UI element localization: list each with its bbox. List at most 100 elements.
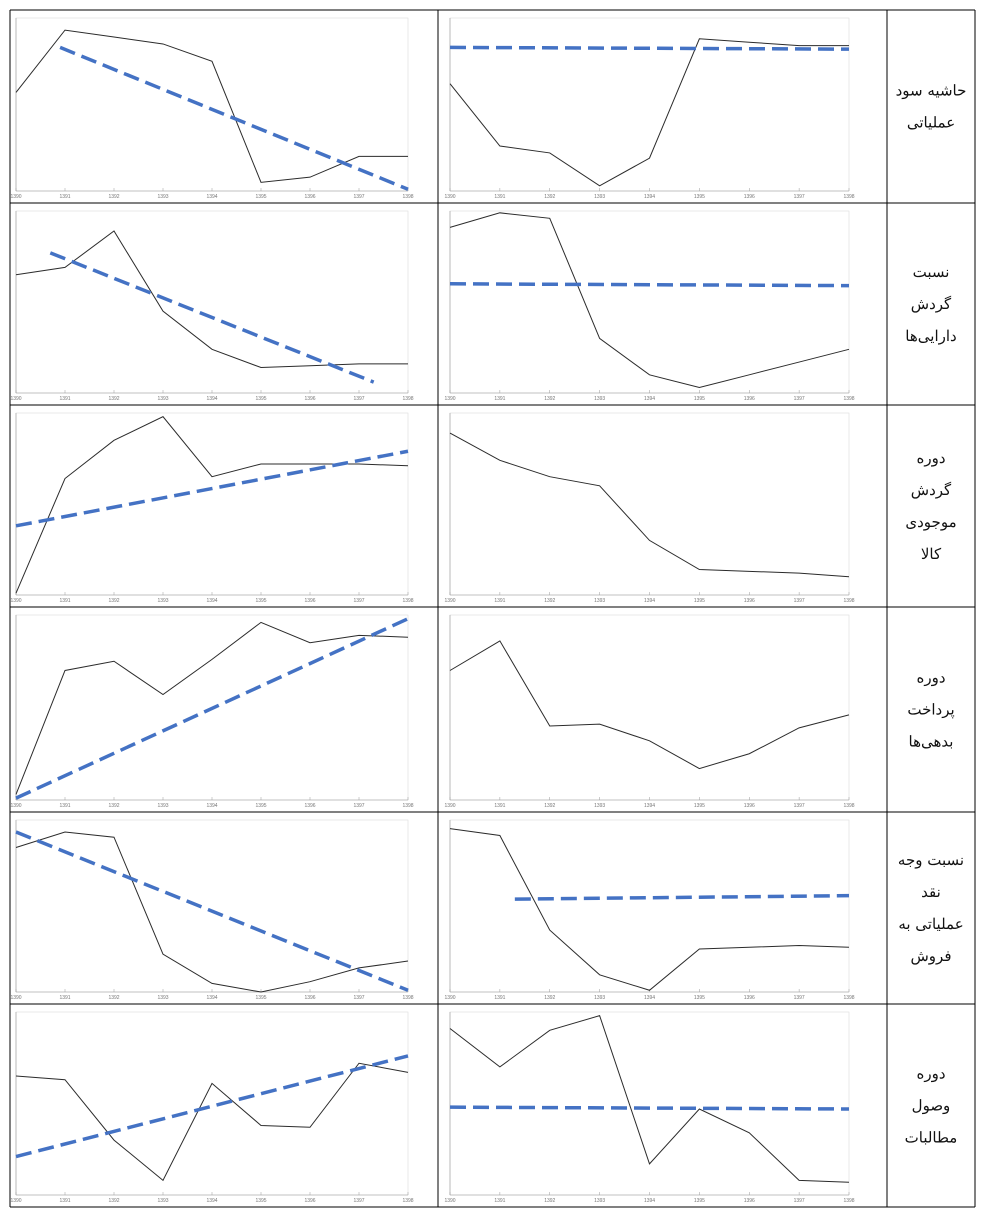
x-tick-label: 1396: [304, 194, 315, 200]
x-tick-label: 1394: [644, 396, 655, 402]
x-tick-label: 1392: [108, 194, 119, 200]
row-label: دارایی‌ها: [905, 327, 956, 345]
x-tick-label: 1393: [594, 598, 605, 604]
x-tick-label: 1390: [10, 1198, 21, 1204]
x-tick-label: 1393: [594, 396, 605, 402]
x-tick-label: 1395: [255, 803, 266, 809]
x-tick-label: 1397: [794, 396, 805, 402]
row-label: حاشیه سود: [896, 82, 967, 100]
row-label: وصول: [912, 1097, 951, 1115]
x-tick-label: 1394: [644, 1198, 655, 1204]
x-tick-label: 1395: [255, 396, 266, 402]
x-tick-label: 1397: [353, 1198, 364, 1204]
x-tick-label: 1391: [59, 995, 70, 1001]
row-label: مطالبات: [905, 1129, 958, 1147]
x-tick-label: 1396: [744, 803, 755, 809]
row-label: کالا: [921, 545, 942, 563]
trend-line: [449, 1105, 850, 1111]
x-tick-label: 1398: [843, 598, 854, 604]
x-tick-label: 1390: [444, 194, 455, 200]
x-tick-label: 1390: [10, 995, 21, 1001]
x-tick-label: 1394: [206, 194, 217, 200]
row-label: موجودی: [905, 513, 956, 531]
x-tick-label: 1395: [255, 995, 266, 1001]
x-tick-label: 1398: [402, 803, 413, 809]
data-line: [449, 640, 850, 770]
x-tick-label: 1395: [694, 803, 705, 809]
row-label: نقد: [921, 883, 941, 901]
x-tick-label: 1397: [353, 995, 364, 1001]
data-line: [15, 1062, 409, 1182]
chart: 1390 1391 1392 1393 1394 1395 1396 1397 1398: [10, 1011, 414, 1204]
plot-frame: [449, 1011, 850, 1196]
x-tick-label: 1390: [10, 803, 21, 809]
x-tick-label: 1391: [59, 194, 70, 200]
plot-frame: [449, 614, 850, 801]
row-label: نسبت: [913, 263, 950, 281]
x-tick-label: 1398: [402, 194, 413, 200]
x-tick-label: 1394: [206, 1198, 217, 1204]
x-tick-label: 1390: [444, 598, 455, 604]
x-tick-label: 1398: [843, 396, 854, 402]
x-tick-label: 1395: [255, 1198, 266, 1204]
x-tick-label: 1393: [157, 995, 168, 1001]
chart: 1390 1391 1392 1393 1394 1395 1396 1397 1398: [10, 819, 414, 1001]
trend-line: [15, 449, 409, 528]
x-tick-label: 1393: [157, 1198, 168, 1204]
x-tick-label: 1396: [744, 1198, 755, 1204]
x-tick-label: 1393: [157, 803, 168, 809]
trend-line: [49, 251, 375, 384]
x-tick-label: 1393: [594, 194, 605, 200]
x-tick-label: 1390: [10, 598, 21, 604]
row-label: عملیاتی به: [898, 915, 963, 933]
x-tick-label: 1391: [494, 194, 505, 200]
x-tick-label: 1390: [10, 194, 21, 200]
row-label: فروش: [910, 947, 951, 965]
x-tick-label: 1396: [304, 598, 315, 604]
x-tick-label: 1394: [644, 194, 655, 200]
x-tick-label: 1392: [544, 396, 555, 402]
chart: 1390 1391 1392 1393 1394 1395 1396 1397 1398: [10, 614, 414, 809]
plot-frame: [449, 819, 850, 993]
chart: 1390 1391 1392 1393 1394 1395 1396 1397 1398: [10, 210, 414, 402]
x-tick-label: 1392: [108, 803, 119, 809]
x-tick-label: 1393: [594, 995, 605, 1001]
x-tick-label: 1394: [644, 598, 655, 604]
x-tick-label: 1392: [544, 598, 555, 604]
plot-frame: [15, 412, 409, 596]
x-tick-label: 1390: [10, 396, 21, 402]
x-tick-label: 1395: [694, 396, 705, 402]
chart: 1390 1391 1392 1393 1394 1395 1396 1397 1398: [444, 412, 855, 604]
x-tick-label: 1391: [494, 995, 505, 1001]
x-tick-label: 1398: [843, 194, 854, 200]
x-tick-label: 1390: [444, 396, 455, 402]
x-tick-label: 1392: [544, 803, 555, 809]
x-tick-label: 1392: [544, 194, 555, 200]
x-tick-label: 1391: [59, 598, 70, 604]
x-tick-label: 1398: [402, 1198, 413, 1204]
row-label: دوره: [916, 1065, 945, 1083]
x-tick-label: 1396: [304, 803, 315, 809]
x-tick-label: 1397: [353, 194, 364, 200]
x-tick-label: 1391: [494, 803, 505, 809]
x-tick-label: 1398: [402, 396, 413, 402]
x-tick-label: 1395: [255, 194, 266, 200]
x-tick-label: 1396: [304, 1198, 315, 1204]
x-tick-label: 1397: [794, 995, 805, 1001]
data-line: [449, 432, 850, 578]
x-tick-label: 1391: [59, 803, 70, 809]
x-tick-label: 1397: [794, 1198, 805, 1204]
row-label: عملیاتی: [907, 114, 955, 132]
x-tick-label: 1394: [206, 598, 217, 604]
data-line: [449, 212, 850, 389]
plot-frame: [15, 1011, 409, 1196]
x-tick-label: 1398: [843, 803, 854, 809]
x-tick-label: 1395: [255, 598, 266, 604]
x-tick-label: 1397: [794, 803, 805, 809]
x-tick-label: 1398: [402, 995, 413, 1001]
plot-frame: [449, 17, 850, 192]
x-tick-label: 1391: [494, 396, 505, 402]
x-tick-label: 1393: [157, 598, 168, 604]
chart: 1390 1391 1392 1393 1394 1395 1396 1397 1398: [10, 17, 414, 200]
